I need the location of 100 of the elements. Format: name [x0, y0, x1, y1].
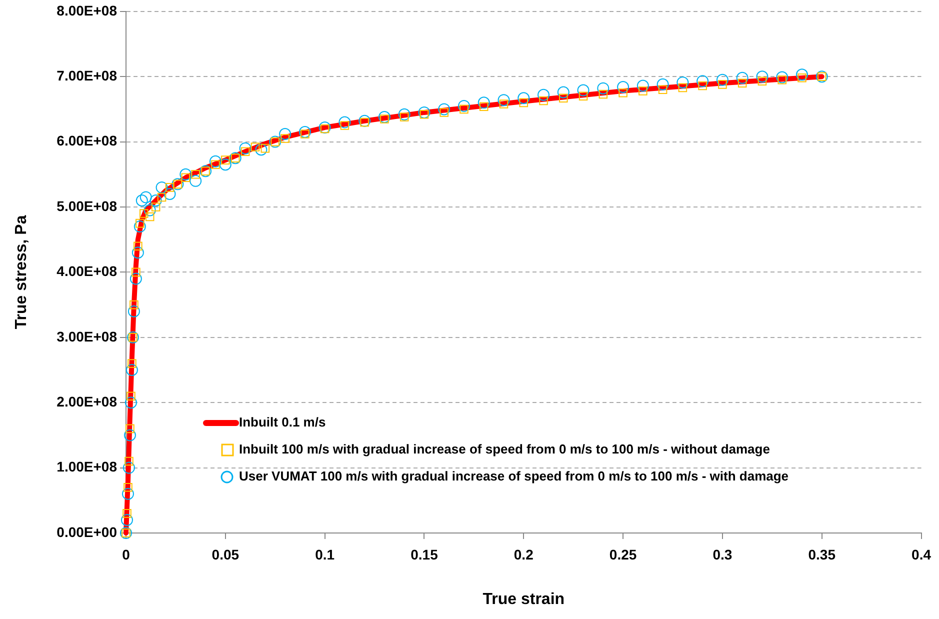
x-tick-label: 0	[122, 546, 130, 562]
point	[559, 94, 568, 103]
point	[716, 74, 728, 86]
point	[778, 75, 786, 84]
point	[479, 102, 488, 111]
y-tick-label: 6.00E+08	[56, 132, 118, 149]
point	[124, 396, 137, 409]
point	[557, 86, 570, 98]
point	[165, 183, 174, 192]
point	[239, 142, 252, 154]
x-tick-label: 0.1	[315, 546, 335, 562]
point	[145, 212, 154, 222]
point	[134, 242, 142, 251]
point	[124, 429, 136, 442]
point	[658, 85, 668, 94]
point	[122, 488, 134, 500]
point	[136, 194, 148, 206]
point	[518, 92, 530, 104]
point	[519, 98, 528, 108]
point	[260, 144, 270, 153]
point	[128, 359, 136, 368]
point	[758, 76, 767, 86]
point	[209, 155, 222, 168]
point	[320, 124, 330, 134]
point	[191, 170, 200, 179]
point	[144, 204, 156, 216]
point	[360, 118, 369, 127]
point	[338, 116, 351, 128]
y-tick-label: 8.00E+08	[56, 2, 118, 18]
point	[250, 142, 260, 152]
point	[577, 84, 590, 96]
y-tick-label: 1.00E+08	[56, 458, 118, 475]
point	[776, 71, 788, 84]
point	[140, 209, 148, 218]
point	[136, 218, 144, 228]
point	[126, 364, 138, 376]
x-tick-label: 0.35	[808, 546, 836, 562]
point	[539, 96, 548, 106]
point	[157, 192, 166, 202]
point	[190, 174, 202, 187]
point	[211, 160, 220, 170]
y-axis-title: True stress, Pa	[13, 215, 30, 330]
point	[219, 158, 232, 171]
point	[478, 96, 490, 109]
point	[140, 191, 152, 204]
point	[736, 72, 748, 84]
point	[499, 100, 508, 108]
point	[122, 509, 132, 518]
point	[378, 111, 390, 124]
point	[400, 112, 409, 122]
point	[597, 82, 610, 94]
x-tick-label: 0.05	[212, 546, 240, 562]
x-tick-label: 0.4	[912, 546, 932, 562]
point	[676, 76, 689, 88]
point	[698, 81, 707, 90]
point	[181, 173, 190, 182]
point	[696, 75, 709, 88]
point	[420, 110, 429, 119]
point	[398, 108, 410, 120]
point	[578, 92, 588, 101]
y-tick-label: 0.00E+00	[56, 524, 118, 540]
point	[636, 80, 649, 92]
point	[151, 202, 160, 212]
y-tick-label: 5.00E+08	[56, 198, 118, 214]
point	[180, 168, 192, 180]
point	[318, 121, 331, 134]
y-tick-label: 7.00E+08	[56, 67, 118, 84]
point	[598, 90, 608, 99]
point	[279, 128, 292, 140]
point	[438, 103, 450, 116]
point	[358, 114, 371, 127]
y-tick-label: 3.00E+08	[56, 328, 118, 344]
x-tick-label: 0.15	[410, 546, 438, 562]
point	[124, 482, 132, 492]
point	[656, 78, 669, 90]
point	[122, 462, 135, 474]
point	[240, 147, 250, 156]
y-tick-label: 2.00E+08	[56, 393, 118, 410]
point	[126, 424, 134, 434]
point	[418, 106, 430, 118]
point	[618, 88, 628, 98]
point	[756, 70, 768, 83]
y-tick-label: 4.00E+08	[56, 263, 118, 280]
point	[130, 272, 142, 285]
point	[132, 246, 144, 259]
point	[132, 268, 140, 277]
point	[134, 220, 146, 233]
point	[340, 121, 350, 130]
x-axis-title: True strain	[482, 590, 565, 608]
point	[298, 126, 311, 138]
point	[538, 88, 550, 101]
point	[458, 100, 470, 112]
legend-label: Inbuilt 0.1 m/s	[239, 414, 326, 430]
point	[796, 68, 808, 81]
point	[124, 456, 134, 466]
point	[460, 104, 468, 114]
point	[498, 94, 510, 106]
point	[678, 83, 688, 92]
point	[156, 181, 168, 194]
legend-label: User VUMAT 100 m/s with gradual increase of speed from 0 m/s to 100 m/s - with damage	[239, 468, 789, 484]
